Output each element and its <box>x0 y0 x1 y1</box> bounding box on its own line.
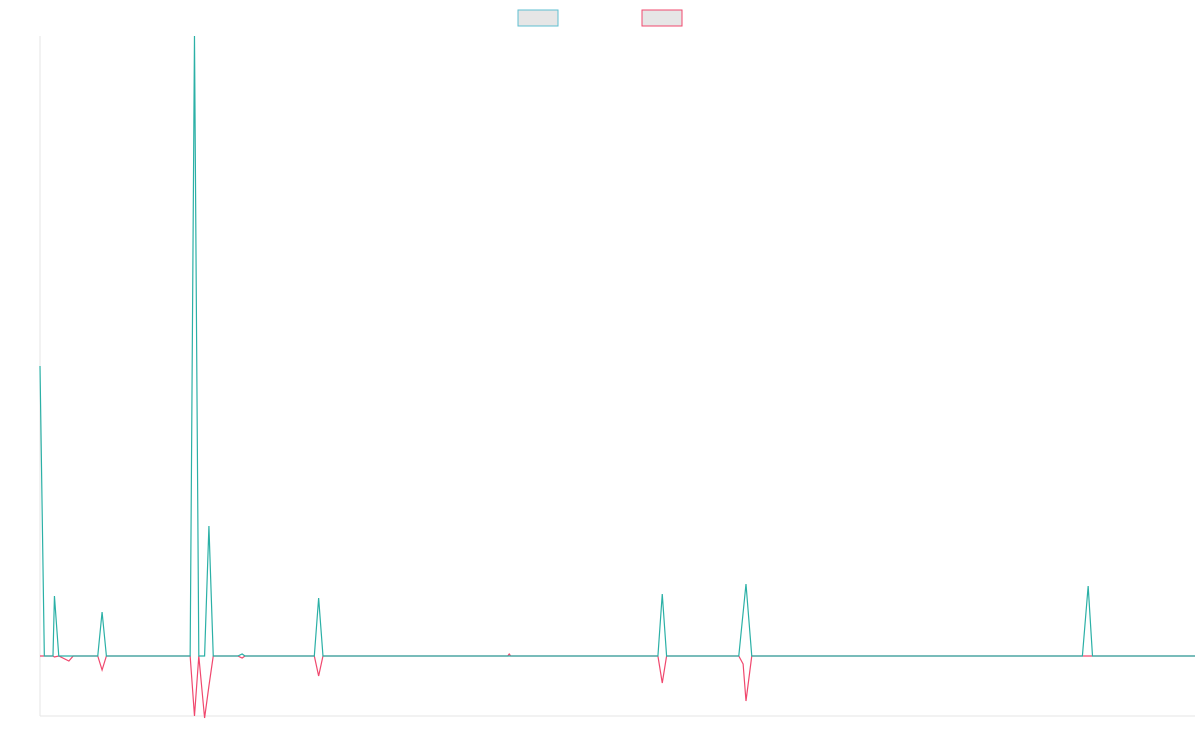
series-line-1 <box>39 35 1195 657</box>
series-line-2 <box>40 652 1195 719</box>
axes <box>39 36 1195 717</box>
legend-swatch-1[interactable] <box>517 9 559 27</box>
legend-swatch-2[interactable] <box>641 9 683 27</box>
series-layer <box>39 35 1195 719</box>
legend <box>517 9 683 27</box>
